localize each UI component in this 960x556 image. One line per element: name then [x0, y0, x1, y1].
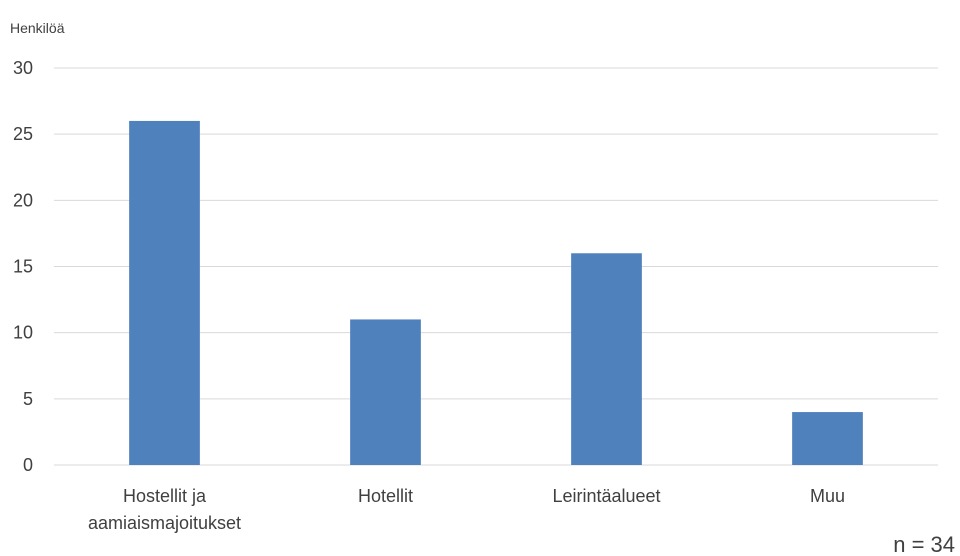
y-tick-label: 20: [13, 190, 33, 210]
sample-size-note: n = 34: [893, 532, 955, 556]
category-labels: Hostellit ja aamiaismajoitukset Hotellit Le…: [88, 486, 845, 533]
bars: [129, 120, 863, 465]
y-tick-label: 10: [13, 323, 33, 343]
gridlines: [54, 67, 938, 466]
y-tick-label: 0: [23, 455, 33, 475]
y-axis-label: Henkilöä: [10, 20, 65, 36]
bar: [129, 120, 200, 465]
y-tick-label: 30: [13, 58, 33, 78]
category-label: Hostellit ja aamiaismajoitukset: [88, 486, 241, 533]
y-tick-labels: 0 5 10 15 20 25 30: [13, 58, 33, 475]
category-label: Leirintäalueet: [552, 486, 660, 506]
y-tick-label: 15: [13, 257, 33, 277]
y-tick-label: 5: [23, 389, 33, 409]
category-label: Muu: [810, 486, 845, 506]
bar: [571, 253, 642, 465]
bar: [350, 319, 421, 465]
category-label: Hotellit: [358, 486, 413, 506]
y-tick-label: 25: [13, 124, 33, 144]
bar: [792, 412, 863, 465]
